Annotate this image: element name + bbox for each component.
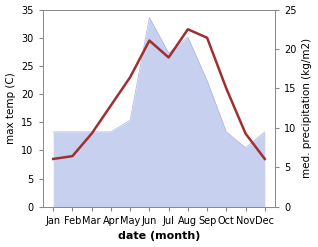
X-axis label: date (month): date (month)	[118, 231, 200, 242]
Y-axis label: max temp (C): max temp (C)	[5, 72, 16, 144]
Y-axis label: med. precipitation (kg/m2): med. precipitation (kg/m2)	[302, 38, 313, 178]
